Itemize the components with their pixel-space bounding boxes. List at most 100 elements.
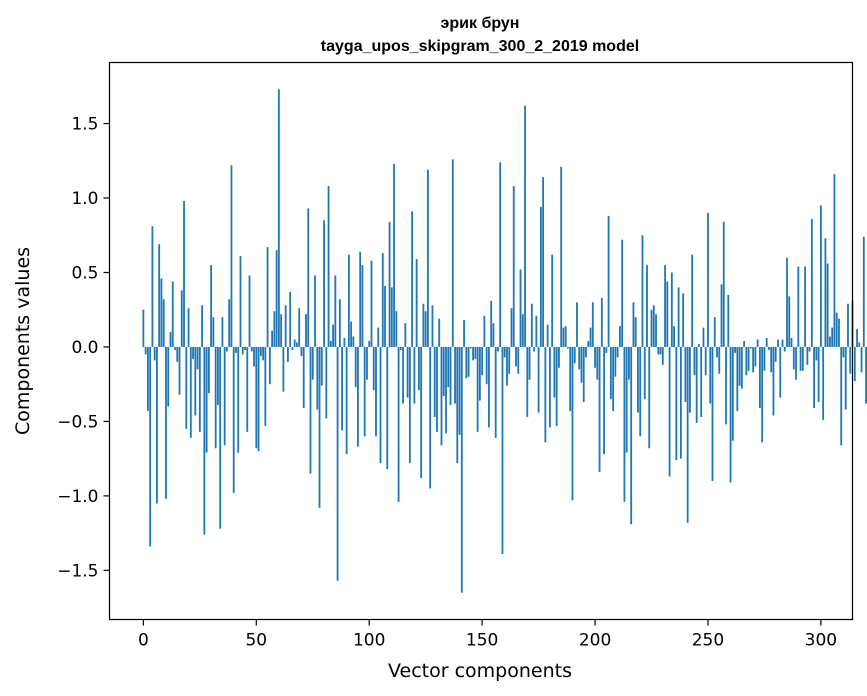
bar: [449, 346, 452, 406]
bar: [149, 346, 152, 547]
bar: [268, 346, 271, 385]
bar: [196, 346, 199, 370]
bar: [327, 186, 330, 347]
bar: [438, 318, 441, 347]
bar: [774, 346, 777, 362]
bar: [573, 346, 576, 364]
bar: [831, 327, 834, 347]
bar: [792, 346, 795, 370]
bar: [813, 346, 816, 409]
bar: [817, 346, 820, 403]
bar: [862, 236, 865, 347]
bar: [765, 338, 768, 347]
bar: [460, 346, 463, 593]
bar: [661, 346, 664, 365]
bar: [187, 308, 190, 347]
bar: [483, 315, 486, 347]
bar: [625, 346, 628, 453]
bar: [361, 265, 364, 347]
bar: [578, 346, 581, 370]
bar: [539, 206, 542, 347]
bar: [727, 294, 730, 347]
bar: [469, 346, 472, 349]
bar: [700, 346, 703, 417]
bar: [657, 346, 660, 355]
bar: [241, 346, 244, 355]
bar: [637, 346, 639, 413]
x-axis: 0 50 100 150 200 250 300: [138, 619, 837, 651]
bar: [618, 326, 621, 347]
bar: [641, 235, 644, 347]
bar: [734, 346, 736, 353]
bar: [587, 341, 590, 347]
plot-frame: [108, 61, 854, 621]
bar: [221, 317, 224, 347]
bar: [388, 221, 391, 347]
bar: [259, 346, 262, 356]
y-axis: −1.5 −1.0 −0.5 0.0 0.5 1.0 1.5: [57, 115, 110, 581]
bar: [725, 346, 727, 425]
bar: [488, 346, 490, 428]
bar: [384, 285, 386, 347]
bar: [284, 305, 287, 347]
bar: [497, 346, 499, 352]
bar: [795, 346, 797, 380]
bar: [790, 338, 793, 347]
bar: [585, 346, 587, 358]
bar: [810, 218, 813, 347]
bar: [659, 346, 662, 355]
bar: [560, 166, 563, 347]
bar: [571, 346, 574, 501]
bar: [162, 299, 165, 347]
x-axis-label: Vector components: [388, 660, 572, 682]
bar: [456, 346, 459, 464]
bar: [555, 346, 558, 426]
bar: [318, 346, 321, 508]
bar: [630, 346, 633, 525]
bar: [146, 346, 149, 411]
bar: [352, 336, 355, 347]
bar: [454, 346, 456, 404]
bar: [698, 343, 700, 347]
bar: [865, 346, 867, 404]
bar: [503, 346, 506, 358]
bar: [675, 346, 678, 461]
bar: [347, 254, 350, 347]
bar: [228, 299, 231, 347]
bar: [713, 317, 716, 347]
bar: [246, 346, 249, 432]
bar: [729, 346, 732, 483]
bar: [686, 346, 689, 523]
bar: [655, 314, 657, 347]
bar: [494, 346, 497, 438]
bar: [390, 287, 393, 347]
bar: [397, 346, 400, 502]
bar: [316, 346, 319, 410]
bar: [239, 256, 242, 347]
bar: [740, 346, 743, 389]
bar: [670, 272, 673, 347]
bar: [203, 346, 206, 535]
bar: [198, 346, 201, 432]
bar: [291, 346, 294, 350]
bar: [217, 346, 219, 406]
bar: [386, 346, 389, 470]
bar: [185, 346, 188, 429]
bar: [693, 346, 696, 376]
x-tick-label: 250: [692, 631, 724, 651]
bar: [445, 346, 447, 434]
bar: [806, 346, 809, 365]
bar: [458, 346, 461, 435]
bar: [169, 332, 172, 347]
bar: [467, 346, 470, 377]
bar: [763, 346, 766, 371]
bar: [756, 339, 759, 347]
bar: [305, 314, 307, 347]
bar: [652, 305, 655, 347]
bar: [302, 346, 305, 409]
bar: [325, 346, 328, 419]
x-tick-label: 150: [466, 631, 498, 651]
bar: [856, 329, 858, 347]
bar: [530, 303, 533, 347]
